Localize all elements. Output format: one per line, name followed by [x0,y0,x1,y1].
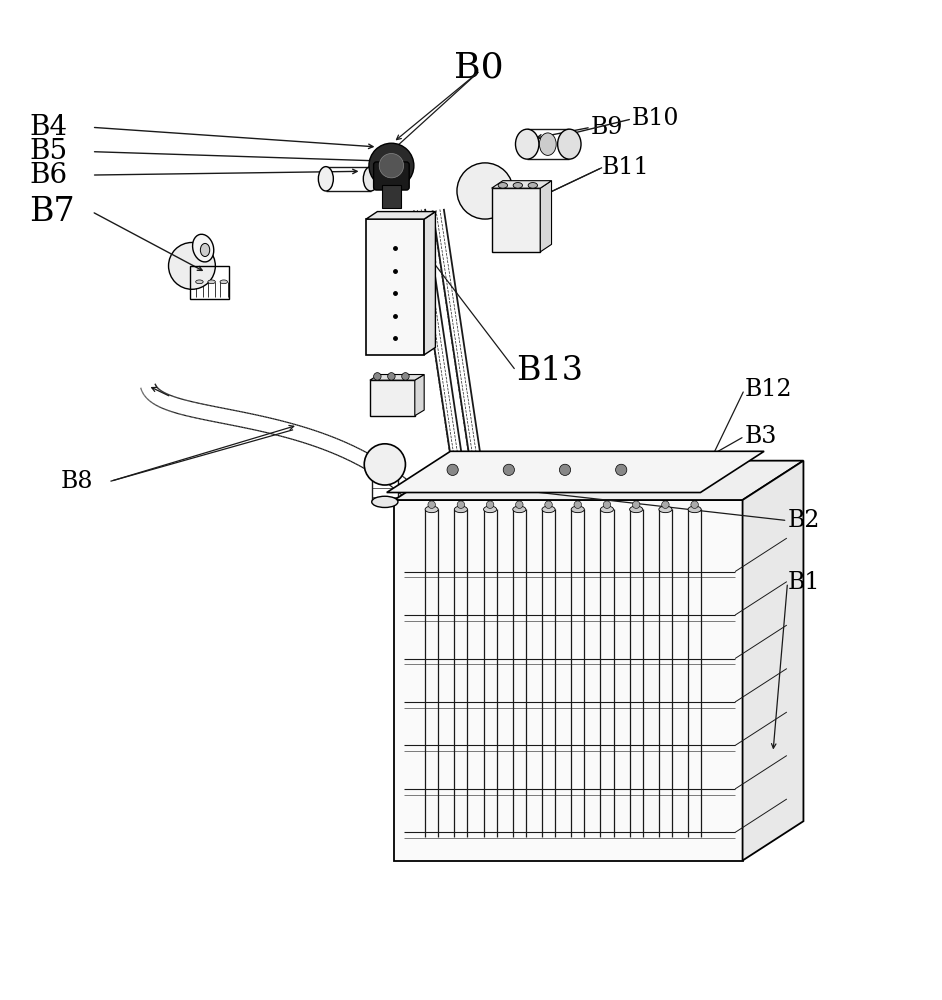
Text: B12: B12 [744,378,792,401]
Ellipse shape [528,183,538,188]
Ellipse shape [515,129,539,159]
Ellipse shape [540,133,556,155]
Polygon shape [742,461,804,861]
Circle shape [503,464,514,475]
Polygon shape [387,451,764,493]
Text: B9: B9 [591,116,624,139]
Text: B2: B2 [788,509,820,532]
FancyBboxPatch shape [374,162,409,190]
Circle shape [574,501,581,508]
Bar [370,380,414,416]
Polygon shape [492,181,551,188]
Text: B13: B13 [516,355,583,387]
Ellipse shape [658,506,672,513]
Ellipse shape [498,183,508,188]
Circle shape [169,242,216,289]
Circle shape [632,501,640,508]
Text: B7: B7 [29,196,74,228]
Ellipse shape [483,506,496,513]
Circle shape [560,464,571,475]
Ellipse shape [318,167,333,191]
Circle shape [615,464,626,475]
Polygon shape [424,212,435,355]
Text: B1: B1 [788,571,820,594]
Ellipse shape [600,506,613,513]
Text: B5: B5 [29,138,67,165]
Circle shape [388,373,395,380]
Circle shape [365,444,405,485]
Polygon shape [394,500,742,861]
Text: B0: B0 [454,50,503,84]
Circle shape [401,373,409,380]
Circle shape [428,501,435,508]
Polygon shape [394,461,804,500]
Circle shape [661,501,669,508]
Text: B8: B8 [61,470,93,493]
Ellipse shape [629,506,642,513]
Ellipse shape [454,506,467,513]
Polygon shape [414,375,424,416]
FancyBboxPatch shape [382,185,400,208]
Ellipse shape [558,129,581,159]
Ellipse shape [220,280,228,284]
Ellipse shape [201,243,210,257]
Ellipse shape [364,167,379,191]
Circle shape [603,501,610,508]
Circle shape [486,501,494,508]
Circle shape [369,143,414,188]
Ellipse shape [513,183,523,188]
Ellipse shape [571,506,584,513]
Text: B11: B11 [602,156,650,179]
Circle shape [515,501,523,508]
Ellipse shape [425,506,438,513]
Polygon shape [370,375,424,380]
Text: B4: B4 [29,114,67,141]
Ellipse shape [208,280,216,284]
Ellipse shape [192,234,214,262]
Polygon shape [366,212,435,219]
Polygon shape [541,181,551,252]
Ellipse shape [688,506,701,513]
Text: B10: B10 [632,107,679,130]
Circle shape [374,373,382,380]
Ellipse shape [372,496,398,507]
Bar [366,219,424,355]
Ellipse shape [512,506,526,513]
Ellipse shape [542,506,555,513]
Circle shape [457,163,513,219]
Circle shape [690,501,698,508]
Circle shape [457,501,464,508]
Text: B6: B6 [29,162,67,189]
Text: B3: B3 [744,425,777,448]
Circle shape [447,464,458,475]
Circle shape [544,501,552,508]
Ellipse shape [196,280,203,284]
Circle shape [380,154,403,178]
Bar [492,188,541,252]
